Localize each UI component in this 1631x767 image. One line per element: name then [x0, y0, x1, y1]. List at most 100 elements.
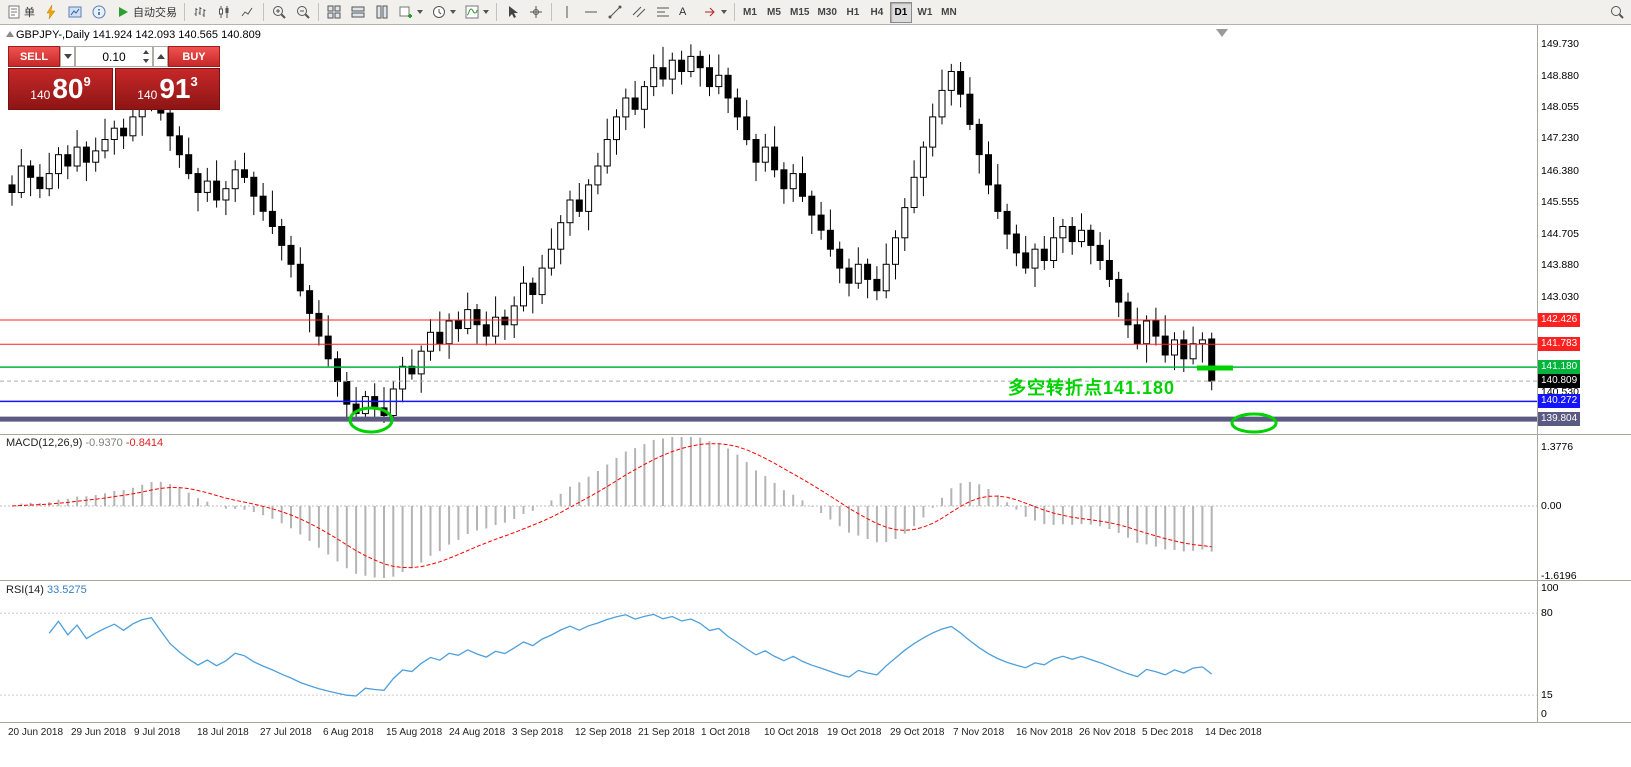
candle-body [1059, 226, 1067, 239]
chart-panel[interactable] [0, 25, 1537, 434]
annotation-text[interactable]: 多空转折点141.180 [1008, 378, 1176, 398]
buy-button[interactable]: BUY [168, 46, 220, 67]
highlight-ellipse-right[interactable] [1230, 412, 1278, 434]
candle-body [1180, 339, 1188, 360]
stepper-up-icon[interactable] [142, 50, 149, 54]
new-chart-button[interactable] [395, 2, 426, 23]
candle-body [1012, 233, 1020, 254]
fibonacci-button[interactable] [652, 2, 674, 23]
macd-signal-value: -0.8414 [125, 437, 164, 449]
lightning-icon [46, 4, 56, 20]
timeframe-w1-button[interactable]: W1 [914, 2, 936, 23]
price-tag-141.180: 141.180 [1538, 360, 1581, 375]
candle-body [1198, 339, 1206, 345]
bar-chart-icon [194, 7, 206, 17]
candle-body [1087, 229, 1095, 246]
candle-body [268, 210, 276, 227]
candle-body [1105, 260, 1113, 280]
auto-trading-button[interactable]: 自动交易 [112, 2, 180, 23]
text-button[interactable]: A [676, 2, 697, 23]
rsi-indicator-label: RSI(14) 33.5275 [6, 584, 87, 596]
order-icon [8, 5, 20, 19]
trendline-button[interactable] [604, 2, 626, 23]
crosshair-button[interactable] [525, 2, 547, 23]
timeframe-h1-button[interactable]: H1 [842, 2, 864, 23]
toolbar-separator [184, 3, 185, 21]
candle-body [613, 116, 620, 141]
chart-shift-marker-icon[interactable] [1216, 29, 1228, 37]
cursor-button[interactable] [501, 2, 523, 23]
horizontal-line-button[interactable] [580, 2, 602, 23]
tile-windows-button[interactable] [323, 2, 345, 23]
candle-body [873, 278, 881, 292]
candle-body [399, 365, 407, 390]
price-scale-label: 143.880 [1541, 259, 1579, 272]
candle-body [706, 67, 713, 88]
candle-body [1078, 229, 1085, 243]
buy-dropdown-button[interactable] [153, 46, 168, 67]
highlight-ellipse-left[interactable] [348, 406, 394, 434]
candle-body [603, 139, 611, 167]
date-axis-label: 16 Nov 2018 [1016, 727, 1073, 738]
candle-body [520, 282, 527, 307]
timeframe-mn-button[interactable]: MN [938, 2, 960, 23]
profiles-button[interactable] [428, 2, 459, 23]
panel-divider[interactable] [0, 580, 1631, 581]
channel-button[interactable] [628, 2, 650, 23]
help-button[interactable] [88, 2, 110, 23]
price-tag-141.783: 141.783 [1538, 337, 1581, 352]
macd-panel[interactable] [0, 434, 1537, 580]
timeframe-m30-button[interactable]: M30 [814, 2, 839, 23]
arrange-horizontal-button[interactable] [347, 2, 369, 23]
stepper-down-icon[interactable] [142, 59, 149, 63]
price-scale-label: 148.055 [1541, 101, 1579, 114]
price-scale-label: 145.555 [1541, 195, 1579, 208]
price-tag-140.809: 140.809 [1538, 374, 1581, 389]
candle-body [901, 207, 909, 239]
vertical-line-button[interactable] [556, 2, 578, 23]
new-order-button[interactable]: 单 [3, 2, 38, 23]
candlestick-button[interactable] [213, 2, 235, 23]
timeframe-m1-button[interactable]: M1 [739, 2, 761, 23]
toolbar-separator [551, 3, 552, 21]
lightning-button[interactable] [40, 2, 62, 23]
arrange-vertical-button[interactable] [371, 2, 393, 23]
candle-body [73, 146, 81, 167]
buy-price-button[interactable]: 140 91 3 [115, 68, 220, 110]
trendline-icon [608, 5, 622, 19]
timeframe-m5-button[interactable]: M5 [763, 2, 785, 23]
candle-body [213, 180, 221, 201]
candle-body [222, 188, 230, 201]
candle-body [129, 116, 137, 137]
line-chart-button[interactable] [237, 2, 259, 23]
sell-price-button[interactable]: 140 80 9 [8, 68, 113, 110]
sell-button[interactable]: SELL [8, 46, 60, 67]
volume-stepper[interactable] [140, 48, 151, 65]
chart-window-icon [68, 6, 82, 18]
candle-body [8, 184, 16, 193]
arrows-button[interactable] [699, 2, 730, 23]
zoom-out-button[interactable] [292, 2, 314, 23]
candle-body [436, 331, 444, 345]
timeframe-h4-button[interactable]: H4 [866, 2, 888, 23]
macd-indicator-label: MACD(12,26,9) -0.9370 -0.8414 [6, 437, 163, 449]
date-axis-label: 26 Nov 2018 [1079, 727, 1136, 738]
rsi-line [48, 613, 1213, 697]
price-scale-label: 143.030 [1541, 291, 1579, 304]
volume-input[interactable]: 0.10 [75, 46, 153, 67]
panel-divider[interactable] [0, 434, 1631, 435]
search-button[interactable] [1606, 2, 1628, 23]
sell-dropdown-button[interactable] [60, 46, 75, 67]
charts-button[interactable] [64, 2, 86, 23]
bar-chart-button[interactable] [189, 2, 211, 23]
rsi-panel[interactable] [0, 580, 1537, 722]
indicators-button[interactable] [461, 2, 492, 23]
macd-name: MACD(12,26,9) [6, 437, 83, 449]
collapse-triangle-icon[interactable] [6, 31, 14, 37]
date-axis-label: 27 Jul 2018 [260, 727, 312, 738]
timeframe-d1-button[interactable]: D1 [889, 1, 912, 23]
timeframe-m15-button[interactable]: M15 [787, 2, 812, 23]
candle-body [1189, 343, 1197, 360]
zoom-in-button[interactable] [268, 2, 290, 23]
